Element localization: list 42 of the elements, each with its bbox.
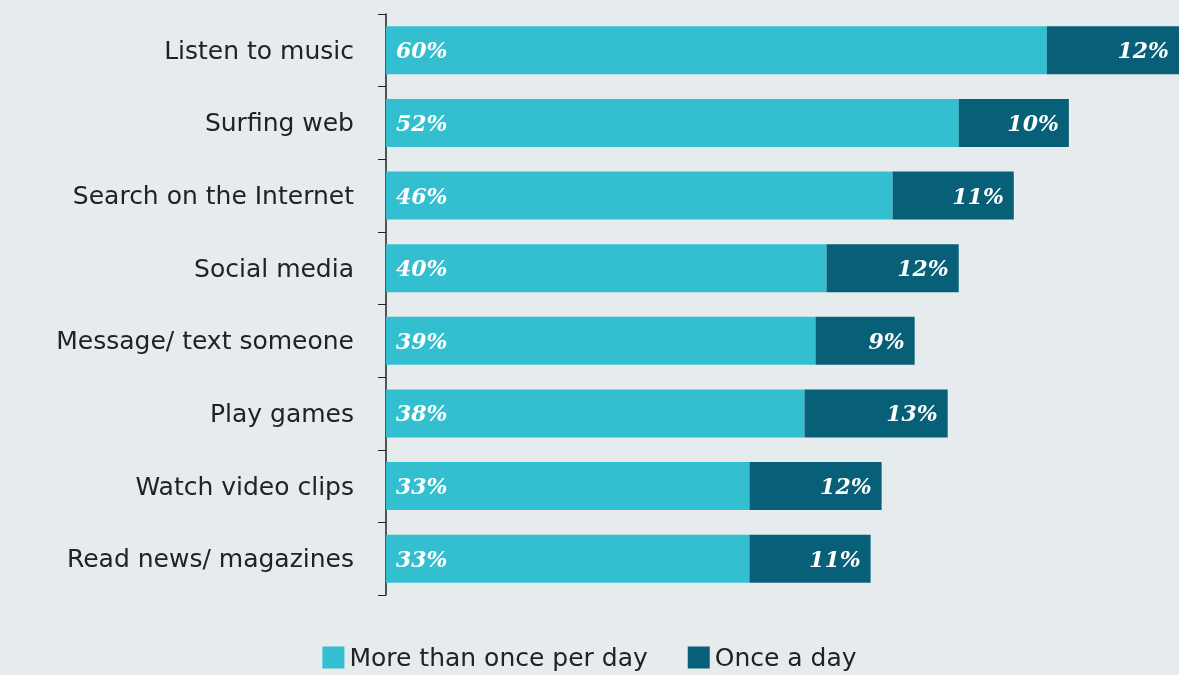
y-tick-label: Read news/ magazines — [66, 544, 354, 574]
data-label: 13% — [886, 400, 938, 427]
legend-label: More than once per day — [349, 643, 648, 672]
y-tick-label: Surfing web — [204, 108, 354, 138]
bar — [826, 244, 959, 293]
bar — [815, 316, 915, 365]
data-label: 46% — [396, 182, 448, 209]
data-label: 11% — [952, 182, 1004, 209]
bar — [892, 171, 1014, 220]
y-tick-label: Message/ text someone — [56, 326, 354, 356]
data-label: 38% — [396, 400, 448, 427]
data-label: 60% — [396, 37, 448, 64]
data-label: 12% — [897, 255, 949, 282]
bar — [386, 26, 1047, 75]
bar — [386, 171, 893, 220]
data-label: 33% — [396, 473, 448, 500]
bar — [958, 98, 1069, 147]
data-label: 10% — [1007, 109, 1059, 136]
data-label: 52% — [396, 109, 448, 136]
data-label: 11% — [809, 545, 861, 572]
data-label: 33% — [396, 545, 448, 572]
data-label: 39% — [396, 327, 448, 354]
data-label: 40% — [396, 255, 448, 282]
bar — [386, 98, 959, 147]
data-label: 12% — [1117, 37, 1170, 64]
bar — [386, 244, 827, 293]
bar — [1046, 26, 1179, 75]
data-label: 12% — [820, 473, 872, 500]
bar — [386, 462, 750, 511]
y-tick-label: Watch video clips — [135, 471, 354, 501]
bar — [749, 462, 882, 511]
legend-label: Once a day — [714, 643, 857, 672]
y-tick-label: Social media — [194, 253, 354, 283]
bar — [804, 389, 948, 438]
bar — [386, 534, 750, 583]
bar — [749, 534, 871, 583]
y-tick-label: Play games — [209, 398, 354, 428]
y-tick-label: Search on the Internet — [72, 181, 355, 211]
data-label: 9% — [868, 327, 905, 354]
bar — [386, 316, 816, 365]
y-tick-label: Listen to music — [164, 35, 354, 65]
bar — [386, 389, 805, 438]
